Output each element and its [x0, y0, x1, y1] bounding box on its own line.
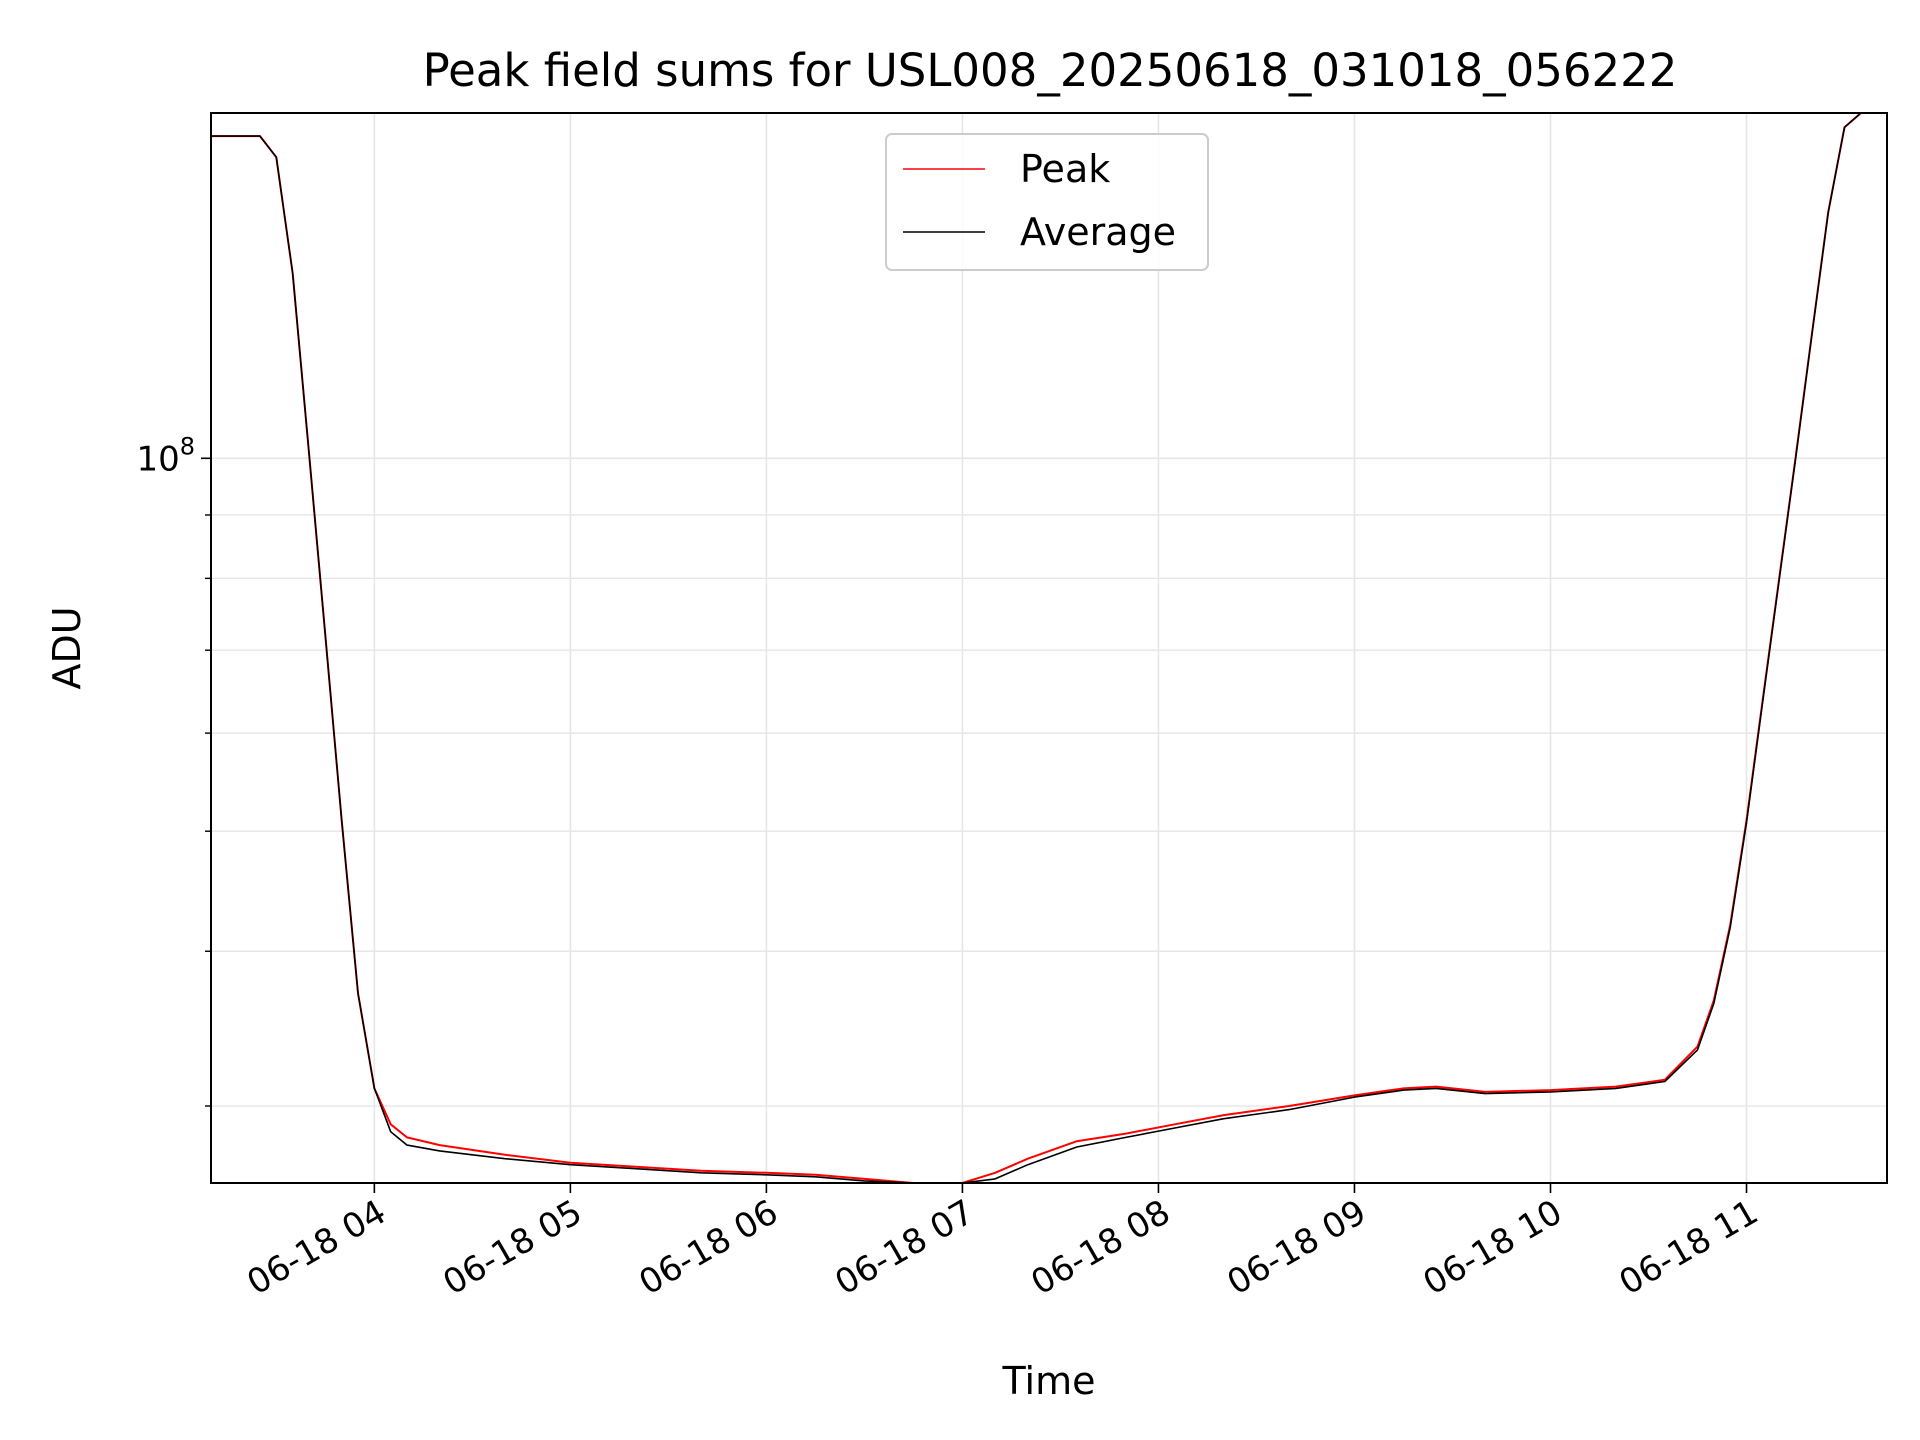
series-line-average: [211, 113, 1887, 1183]
legend-box: [885, 133, 1209, 271]
plot-area: [211, 113, 1887, 1183]
plot-frame: [210, 112, 1888, 1184]
y-tick-label: 108: [136, 432, 195, 479]
chart-title: Peak field sums for USL008_20250618_0310…: [423, 44, 1678, 97]
legend: Peak Average: [885, 133, 1209, 271]
x-axis-label: Time: [1002, 1359, 1096, 1403]
y-axis-label: ADU: [45, 606, 89, 689]
grid: [211, 113, 1887, 1183]
legend-label-peak: Peak: [1020, 147, 1110, 191]
legend-label-average: Average: [1020, 210, 1176, 254]
y-axis: 108: [136, 432, 211, 1107]
